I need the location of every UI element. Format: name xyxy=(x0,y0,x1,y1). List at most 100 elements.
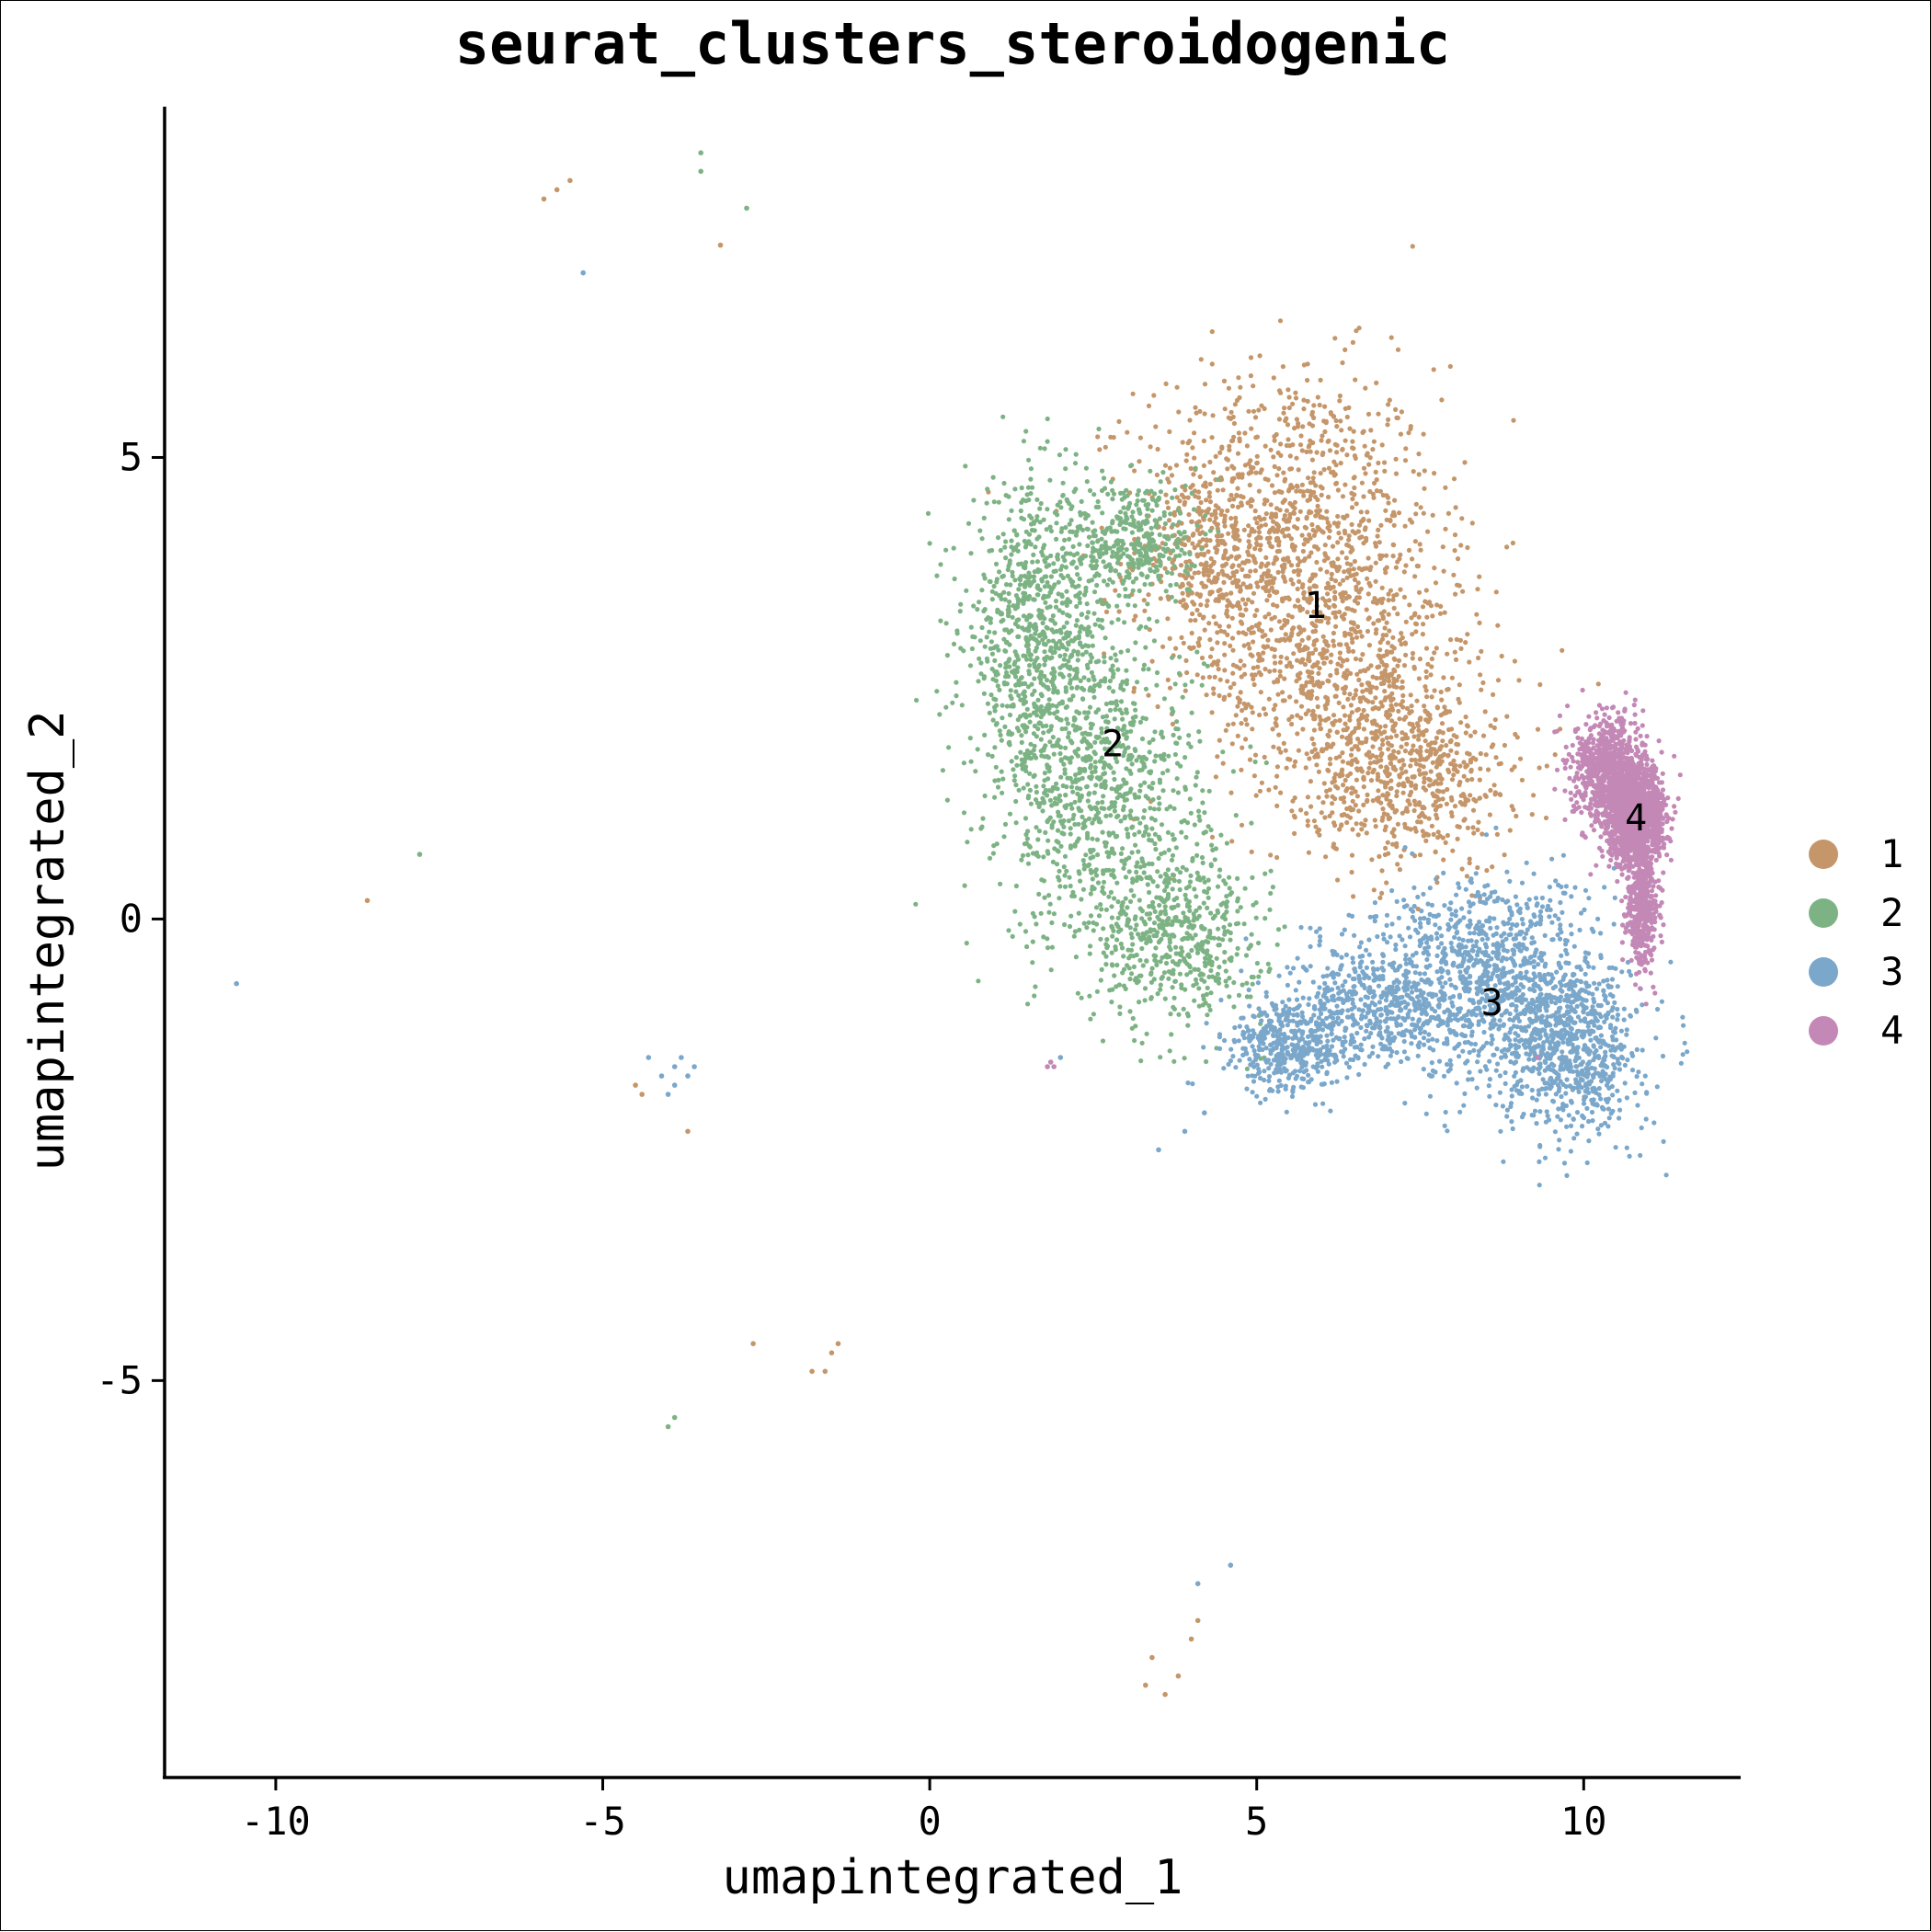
point xyxy=(1154,962,1160,967)
point xyxy=(1109,786,1114,792)
point xyxy=(1468,793,1473,798)
point xyxy=(1311,682,1317,688)
point xyxy=(1253,915,1259,920)
point xyxy=(1289,808,1295,814)
point xyxy=(1108,813,1114,818)
point xyxy=(1180,440,1185,445)
point xyxy=(1292,603,1297,609)
point xyxy=(1287,466,1293,472)
point xyxy=(1183,483,1188,489)
point xyxy=(1025,782,1031,787)
point xyxy=(1115,899,1121,905)
point xyxy=(1146,832,1151,838)
point xyxy=(1445,510,1451,517)
point xyxy=(1297,624,1302,630)
point xyxy=(1092,622,1098,627)
point xyxy=(1109,950,1114,955)
point xyxy=(1365,576,1370,581)
point xyxy=(1403,446,1409,452)
point xyxy=(1397,774,1402,780)
point xyxy=(1457,763,1463,769)
point xyxy=(1032,772,1037,778)
point xyxy=(1118,941,1124,947)
point xyxy=(1325,620,1331,625)
point xyxy=(1096,816,1102,821)
point xyxy=(1098,902,1103,908)
point xyxy=(1365,509,1370,515)
points-layer xyxy=(234,150,1690,1698)
point xyxy=(1092,573,1098,579)
point xyxy=(1416,472,1422,477)
point xyxy=(1147,916,1152,921)
point xyxy=(1012,649,1018,655)
point xyxy=(1261,706,1267,712)
point xyxy=(1228,492,1234,498)
point xyxy=(1109,620,1114,625)
point xyxy=(1149,903,1155,909)
point xyxy=(1100,625,1105,631)
point xyxy=(1397,556,1402,562)
point xyxy=(1044,555,1049,561)
point xyxy=(1353,692,1358,698)
point xyxy=(1077,807,1082,813)
point xyxy=(1205,940,1211,945)
point xyxy=(1270,885,1275,890)
point xyxy=(1364,687,1369,692)
point xyxy=(1376,411,1381,417)
point xyxy=(1294,417,1299,422)
point xyxy=(1226,385,1231,391)
point xyxy=(1375,533,1380,539)
point xyxy=(1383,724,1388,729)
point xyxy=(1025,485,1032,490)
point xyxy=(1467,659,1472,665)
point xyxy=(1337,827,1343,832)
point xyxy=(1045,765,1050,771)
point xyxy=(1192,998,1197,1003)
point xyxy=(1050,638,1056,644)
point xyxy=(1116,418,1122,424)
point xyxy=(1353,789,1358,795)
point xyxy=(1170,932,1176,938)
point xyxy=(1286,716,1292,723)
point xyxy=(1005,566,1011,573)
point xyxy=(1186,924,1192,930)
point xyxy=(1317,402,1322,408)
point xyxy=(1259,780,1264,785)
point xyxy=(1131,954,1137,959)
point xyxy=(1350,639,1355,646)
point xyxy=(1179,819,1184,825)
point xyxy=(1250,710,1255,715)
point xyxy=(1277,669,1283,674)
point xyxy=(1091,694,1097,700)
point xyxy=(1243,953,1250,958)
point xyxy=(1410,650,1416,657)
point xyxy=(1031,710,1036,715)
point xyxy=(1415,564,1421,569)
point xyxy=(1193,783,1198,788)
point xyxy=(1422,703,1427,709)
point xyxy=(1327,448,1333,453)
point xyxy=(1263,871,1268,876)
point xyxy=(989,651,995,657)
point xyxy=(1315,503,1320,509)
point xyxy=(1057,665,1063,670)
point xyxy=(1055,786,1060,792)
point xyxy=(1107,678,1113,684)
point xyxy=(1313,513,1319,519)
point xyxy=(1326,465,1331,471)
point xyxy=(1131,893,1137,898)
point xyxy=(1284,656,1290,661)
point xyxy=(1001,636,1007,642)
point xyxy=(1535,726,1541,732)
point xyxy=(979,588,985,593)
point xyxy=(1289,631,1295,636)
point xyxy=(1021,590,1026,596)
point xyxy=(1263,476,1268,482)
point xyxy=(1268,502,1274,508)
point xyxy=(1354,760,1360,765)
point xyxy=(1182,551,1187,556)
point xyxy=(1163,492,1169,497)
point xyxy=(1240,495,1246,500)
point xyxy=(1391,605,1397,612)
point xyxy=(987,855,993,861)
